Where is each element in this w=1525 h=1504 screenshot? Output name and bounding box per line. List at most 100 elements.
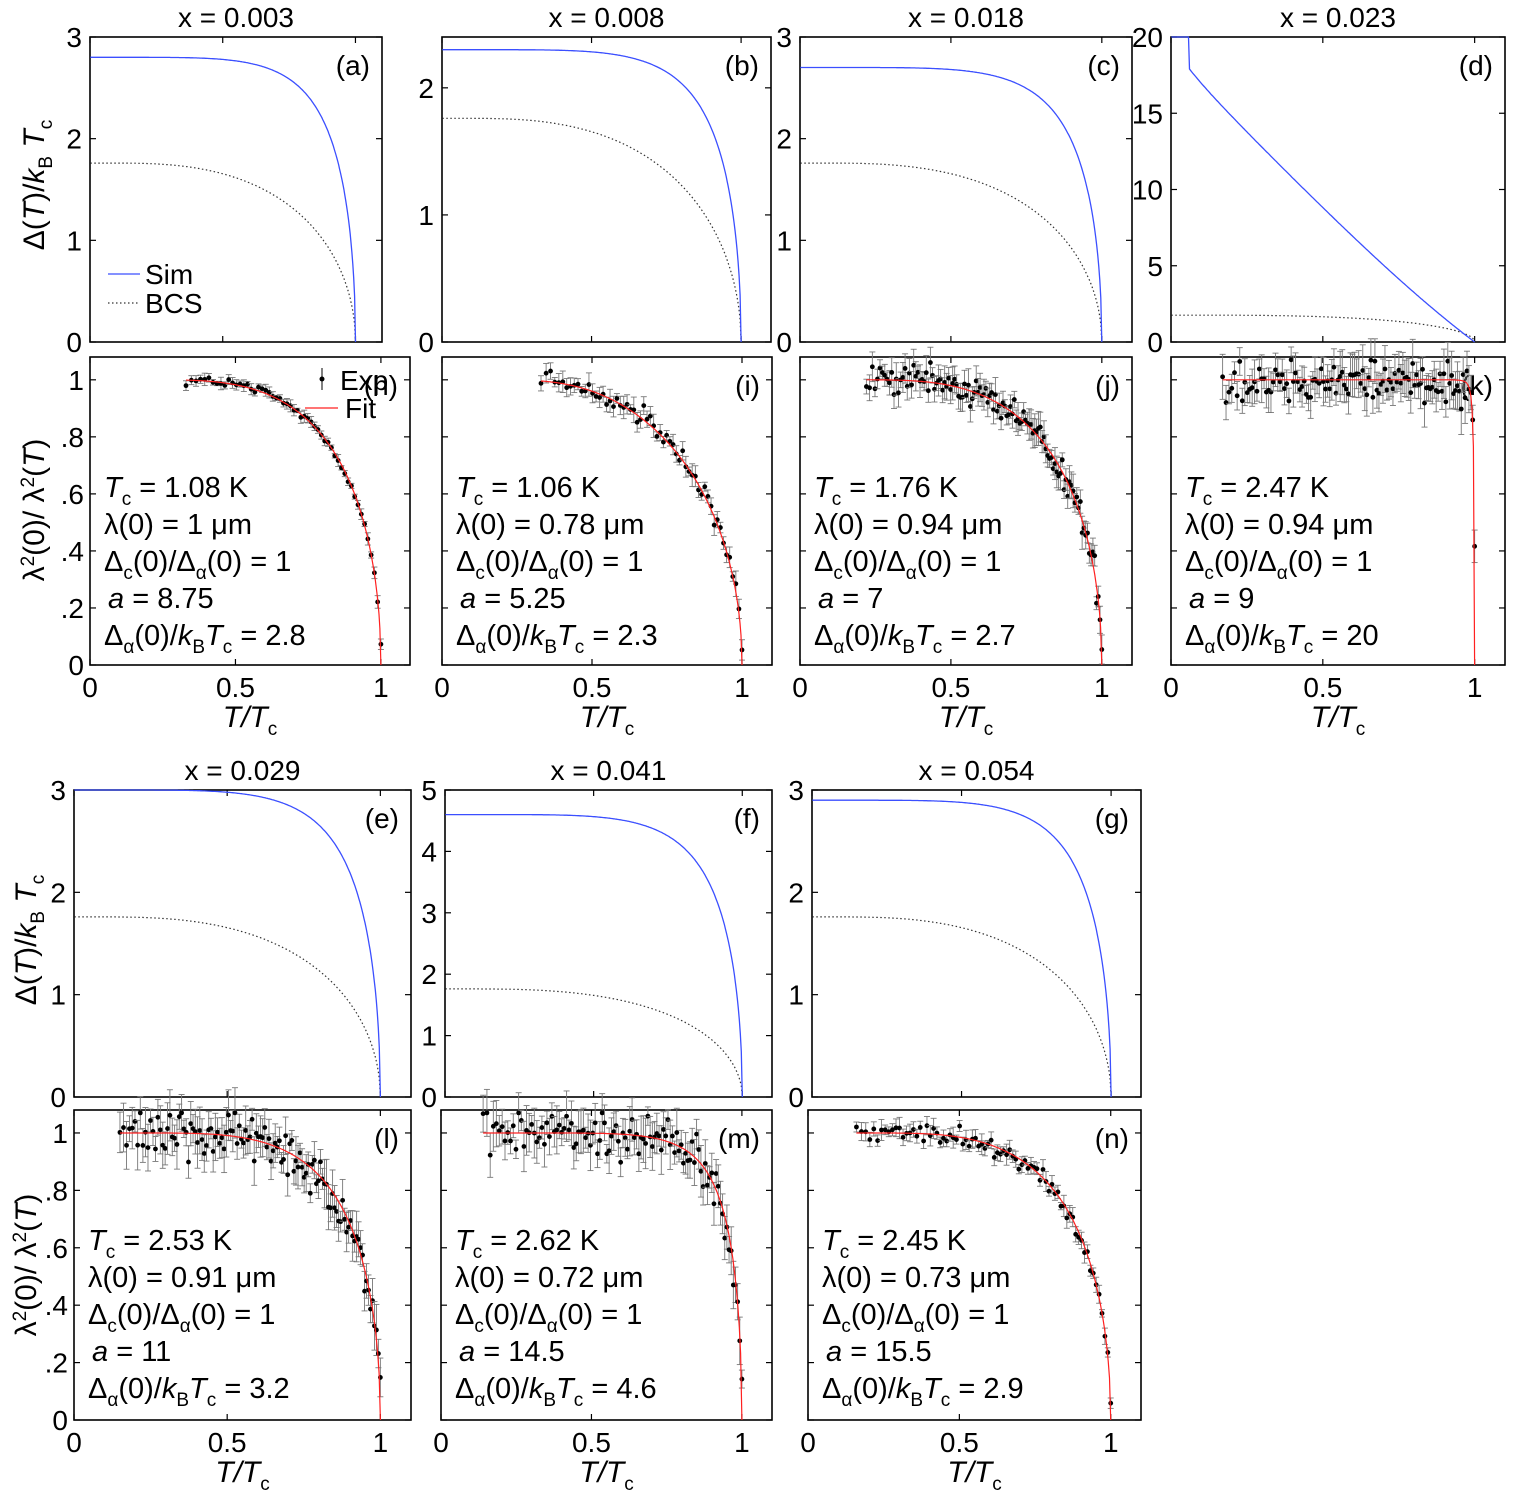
param-gap-ratio: Δc(0)/Δα(0) = 1 [814,546,1001,584]
exp-marker [1439,388,1445,394]
exp-marker [129,1125,135,1131]
x-tick-label: 0 [1163,672,1179,703]
param-lambda0: λ(0) = 0.94 μm [1185,509,1373,541]
x-tick-label: 1 [734,672,750,703]
exp-point [1413,361,1420,388]
exp-point [1299,365,1306,408]
exp-marker [867,1137,873,1142]
exp-marker [226,377,232,382]
exp-point [715,1164,722,1209]
exp-point [1042,434,1049,464]
exp-marker [1092,553,1098,559]
exp-marker [604,402,609,407]
exp-marker [698,1168,704,1174]
exp-marker [1279,372,1285,378]
exp-point [556,1111,563,1140]
exp-point [893,1118,900,1138]
exp-point [483,1088,490,1137]
y-tick-label: .6 [45,1233,68,1264]
exp-point [853,1121,860,1133]
exp-marker [640,1136,646,1142]
x-tick-label: 0 [434,672,450,703]
exp-marker [1308,394,1314,400]
y-tick-label: 1 [66,225,82,256]
series-sim-line [445,813,743,1098]
y-tick-label: 5 [421,775,437,806]
exp-point [1037,1173,1044,1187]
exp-marker [950,381,956,386]
exp-marker [658,1147,664,1153]
exp-marker [197,1128,203,1133]
exp-marker [674,1130,680,1135]
exp-marker [1256,366,1262,372]
exp-point [644,410,651,428]
exp-point [917,1120,924,1135]
exp-marker [957,1123,963,1129]
exp-marker [1360,368,1366,373]
exp-point [1015,1164,1022,1175]
exp-point [925,378,932,403]
exp-point [617,1147,624,1178]
exp-marker [1282,386,1287,391]
exp-marker [649,1144,655,1149]
exp-point [1281,371,1288,406]
exp-marker [917,1125,923,1130]
exp-marker [289,1138,295,1143]
series-bcs-line [800,162,1103,343]
series-exp [863,346,1105,665]
exp-marker [148,1118,153,1123]
exp-point [512,1139,519,1160]
plot-frame [444,789,773,1098]
exp-marker [1037,424,1043,430]
exp-marker [1232,370,1237,376]
exp-point [543,362,550,384]
exp-marker [493,1121,499,1127]
param-lambda0: λ(0) = 0.94 μm [814,509,1002,541]
exp-point [185,1145,192,1179]
exp-marker [948,387,954,392]
exp-marker [1059,457,1065,463]
y-tick-label: 0 [1147,327,1163,358]
exp-marker [334,1209,340,1214]
param-a: a = 7 [818,583,883,615]
exp-point [176,1103,183,1130]
panel-label: (e) [365,803,399,834]
exp-marker [991,407,996,413]
exp-marker [1368,357,1374,363]
exp-point [194,1116,201,1169]
legend-fit-label: Fit [345,393,376,424]
exp-marker [670,1133,675,1139]
y-tick-label: 0 [418,327,434,358]
exp-marker [1372,358,1378,364]
exp-point [1341,366,1348,404]
exp-point [1225,380,1232,405]
exp-point [676,1139,683,1163]
param-gap-ratio: Δc(0)/Δα(0) = 1 [822,1299,1009,1337]
exp-marker [1268,389,1274,395]
exp-point [596,386,603,409]
exp-marker [124,1142,129,1148]
exp-point [262,383,269,397]
lambda-panel-n: 0 0.5 1 T/Tc (n) Tc = 2.45 Kλ(0) = 0.73 μm Δc(… [800,1109,1142,1495]
exp-marker [188,1121,194,1127]
exp-point [874,1134,881,1147]
exp-marker [954,1137,959,1142]
gap-panel-g: x = 0.054 (g) 0 1 2 3 [788,755,1142,1113]
exp-point [693,1118,700,1150]
exp-marker [1362,386,1368,392]
exp-point [1059,452,1066,468]
exp-marker [611,1129,617,1135]
exp-marker [277,1138,282,1144]
exp-point [1460,356,1467,393]
exp-marker [1244,390,1250,396]
plot-frame [89,36,383,343]
exp-point [592,1102,599,1143]
exp-point [866,374,873,402]
legend-bcs-label: BCS [145,288,203,319]
exp-marker [303,1170,309,1176]
exp-marker [1254,388,1260,394]
y-tick-label: 0 [68,650,84,681]
exp-marker [521,1144,527,1149]
param-gap-ratio: Δc(0)/Δα(0) = 1 [1185,546,1372,584]
exp-point [499,1108,506,1145]
